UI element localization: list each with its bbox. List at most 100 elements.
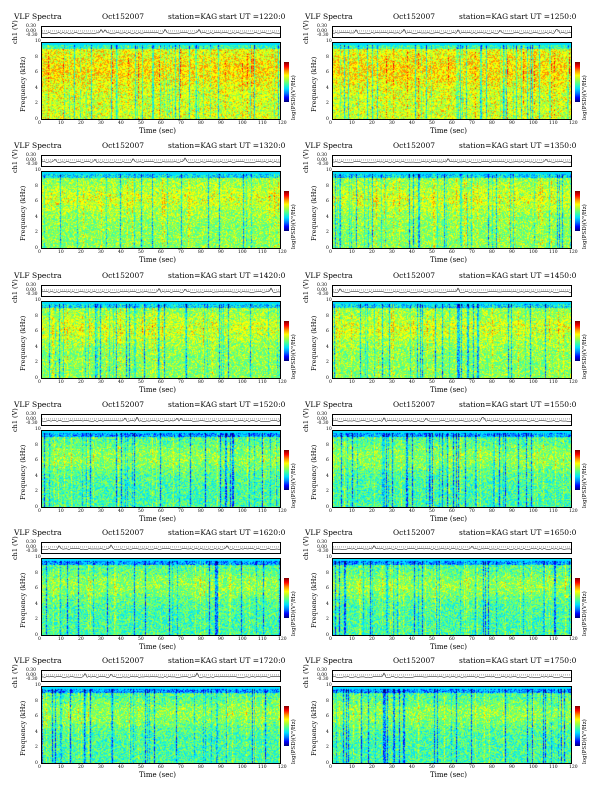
channel-tick-label: -0.30 [26, 549, 38, 554]
time-tick-label: 10 [349, 765, 355, 770]
frequency-tick-label: 2 [326, 360, 329, 366]
spectrogram-canvas [332, 558, 572, 636]
time-axis-label: Time (sec) [139, 515, 177, 523]
colorbar-label: log(PSD)(V²/Hz) [582, 75, 588, 120]
channel-tick-label: 0.30 [26, 24, 37, 29]
time-tick-label: 90 [218, 121, 224, 126]
channel-tick-label: 0.00 [317, 157, 328, 163]
channel-axis-label: ch1 (V) [302, 279, 310, 303]
time-tick-label: 0 [38, 380, 41, 385]
time-tick-label: 120 [569, 765, 578, 770]
frequency-tick-label: 0 [326, 761, 329, 766]
time-tick-label: 20 [78, 637, 84, 642]
time-tick-label: 100 [529, 509, 538, 514]
frequency-tick-label: 0 [326, 505, 329, 510]
channel-tick-label: -0.30 [317, 421, 329, 426]
time-tick-label: 10 [58, 380, 64, 385]
time-tick-label: 70 [469, 637, 475, 642]
channel-trace-frame [332, 542, 573, 554]
frequency-tick-label: 10 [326, 168, 332, 173]
time-tick-label: 0 [38, 121, 41, 126]
colorbar-label: log(PSD)(V²/Hz) [582, 719, 588, 764]
frequency-tick-label: 4 [35, 214, 38, 220]
panel-station: station=KAG [168, 141, 218, 150]
panel-station: station=KAG [168, 528, 218, 537]
time-tick-label: 20 [78, 121, 84, 126]
panel-label: VLF Spectra [14, 528, 62, 537]
time-tick-label: 30 [98, 380, 104, 385]
spectrogram-canvas [41, 301, 281, 379]
panel-station: station=KAG [459, 656, 509, 665]
time-tick-label: 80 [489, 380, 495, 385]
channel-tick-label: 0.30 [317, 668, 328, 673]
time-tick-label: 50 [138, 765, 144, 770]
time-tick-label: 80 [489, 250, 495, 255]
panel-start-prefix: start [219, 528, 237, 537]
time-tick-label: 40 [118, 765, 124, 770]
time-tick-label: 70 [178, 121, 184, 126]
panel-start-time: UT =1450:0 [530, 271, 577, 280]
frequency-tick-label: 0 [35, 761, 38, 766]
frequency-tick-label: 8 [35, 183, 38, 189]
channel-axis-label: ch1 (V) [11, 536, 19, 560]
spectrogram [332, 42, 572, 120]
panel-station: station=KAG [459, 400, 509, 409]
time-tick-label: 40 [409, 250, 415, 255]
channel-trace-frame [332, 155, 573, 167]
frequency-tick-label: 2 [35, 745, 38, 751]
frequency-axis-label: Frequency (kHz) [310, 315, 318, 371]
channel-axis-label: ch1 (V) [302, 20, 310, 44]
time-tick-label: 10 [58, 121, 64, 126]
frequency-tick-label: 6 [35, 329, 38, 335]
time-tick-label: 70 [469, 121, 475, 126]
channel-trace-plot [42, 544, 282, 550]
panel-start-time: UT =1650:0 [530, 528, 577, 537]
panel-start-prefix: start [510, 141, 528, 150]
time-tick-label: 40 [118, 637, 124, 642]
frequency-tick-label: 10 [35, 39, 41, 44]
panel-start-prefix: start [219, 656, 237, 665]
frequency-tick-label: 10 [326, 683, 332, 688]
panel-date: Oct152007 [102, 528, 144, 537]
frequency-tick-label: 10 [35, 427, 41, 432]
frequency-tick-label: 6 [326, 458, 329, 464]
spectrogram [41, 430, 281, 508]
panel-date: Oct152007 [393, 12, 435, 21]
panel-date: Oct152007 [393, 656, 435, 665]
time-tick-label: 100 [238, 765, 247, 770]
time-tick-label: 40 [118, 121, 124, 126]
time-tick-label: 10 [349, 380, 355, 385]
panel-start-prefix: start [510, 12, 528, 21]
time-axis-label: Time (sec) [139, 643, 177, 651]
time-tick-label: 120 [569, 250, 578, 255]
channel-tick-label: -0.30 [26, 421, 38, 426]
time-tick-label: 40 [409, 509, 415, 514]
time-tick-label: 80 [198, 380, 204, 385]
channel-trace-frame [41, 155, 282, 167]
frequency-tick-label: 6 [326, 329, 329, 335]
colorbar-label: log(PSD)(V²/Hz) [291, 75, 297, 120]
time-tick-label: 30 [389, 121, 395, 126]
time-axis-label: Time (sec) [139, 771, 177, 779]
colorbar-label: log(PSD)(V²/Hz) [291, 591, 297, 636]
frequency-tick-label: 4 [35, 601, 38, 607]
colorbar [575, 191, 580, 231]
time-tick-label: 50 [138, 380, 144, 385]
channel-tick-label: -0.30 [317, 549, 329, 554]
panel-label: VLF Spectra [305, 656, 353, 665]
frequency-tick-label: 4 [326, 85, 329, 91]
time-tick-label: 80 [489, 637, 495, 642]
spectrogram [41, 558, 281, 636]
channel-tick-label: -0.30 [317, 677, 329, 682]
frequency-axis-label: Frequency (kHz) [310, 185, 318, 241]
channel-trace-plot [42, 28, 282, 34]
time-tick-label: 20 [369, 637, 375, 642]
time-tick-label: 120 [569, 637, 578, 642]
frequency-axis-label: Frequency (kHz) [310, 56, 318, 112]
channel-trace-plot [333, 287, 573, 293]
channel-tick-label: -0.30 [26, 162, 38, 167]
colorbar-label: log(PSD)(V²/Hz) [291, 334, 297, 379]
panel-station: station=KAG [168, 656, 218, 665]
panel-station: station=KAG [459, 271, 509, 280]
time-axis-label: Time (sec) [139, 127, 177, 135]
